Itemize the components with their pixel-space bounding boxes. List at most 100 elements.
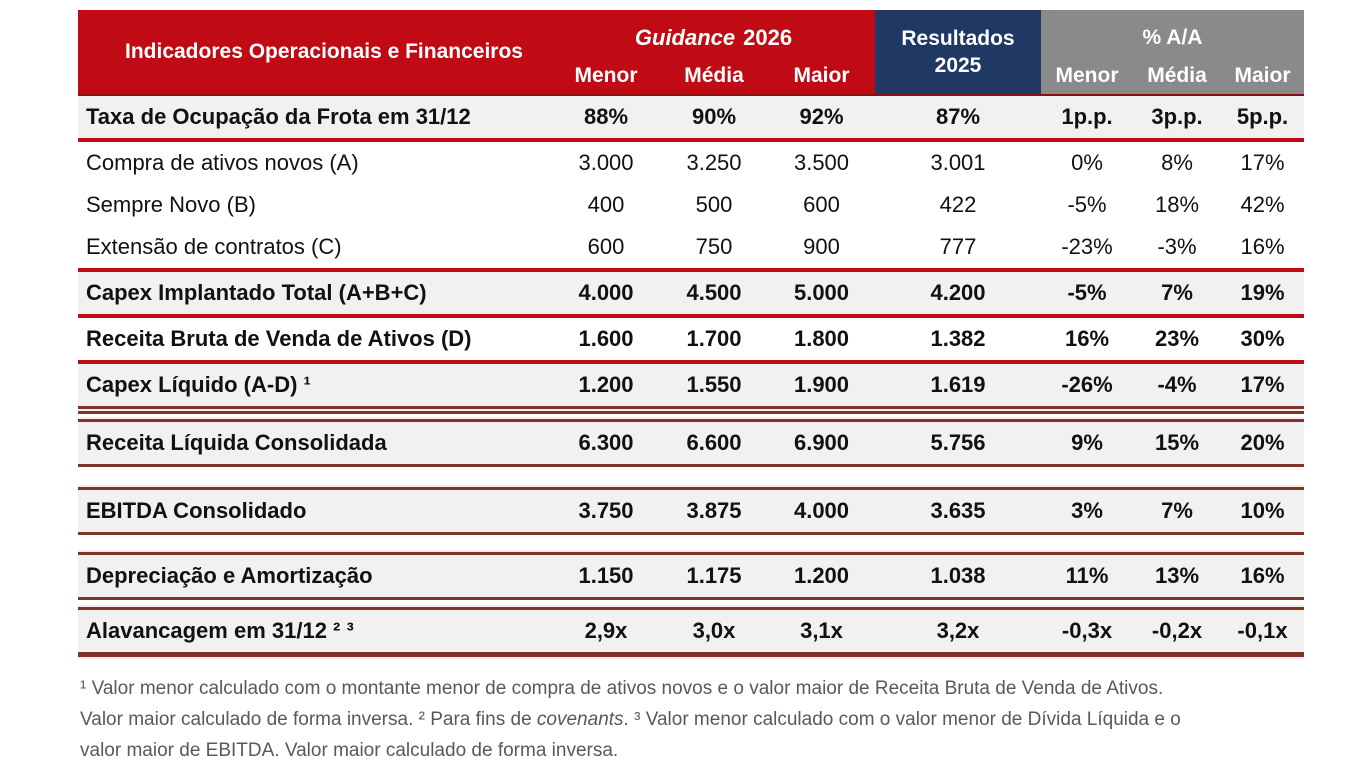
- header-guidance-2026: Guidance 2026: [552, 10, 875, 58]
- header-yoy-maior: Maior: [1221, 58, 1304, 94]
- cell-value: 1.700: [686, 326, 742, 351]
- cell-value: 30%: [1240, 326, 1285, 351]
- cell-value: 3.635: [930, 498, 986, 523]
- cell-value: 3.001: [930, 150, 986, 175]
- cell-value: -26%: [1061, 372, 1113, 397]
- table-row: Compra de ativos novos (A) 3.000 3.250 3.50…: [78, 142, 1304, 184]
- row-label: Depreciação e Amortização: [86, 563, 373, 588]
- table-row: Receita Líquida Consolidada 6.300 6.600 6.9…: [78, 419, 1304, 467]
- cell-value: 1.619: [930, 372, 986, 397]
- cell-value: 1.038: [930, 563, 986, 588]
- row-label: Receita Líquida Consolidada: [86, 430, 387, 455]
- row-label: Extensão de contratos (C): [86, 234, 342, 259]
- page: { "colors": { "red": "#c00a14", "navy": …: [78, 10, 1304, 761]
- cell-value: 400: [587, 192, 625, 217]
- table-row: Extensão de contratos (C) 600 750 900 777 -23…: [78, 226, 1304, 272]
- cell-value: 500: [695, 192, 733, 217]
- cell-value: 92%: [799, 104, 844, 129]
- row-label: EBITDA Consolidado: [86, 498, 307, 523]
- cell-value: 17%: [1240, 372, 1285, 397]
- cell-value: 6.600: [686, 430, 742, 455]
- cell-value: -0,2x: [1151, 618, 1203, 643]
- row-spacer: [78, 600, 1304, 607]
- header-resultados-line2: 2025: [934, 54, 982, 77]
- row-spacer: [78, 414, 1304, 419]
- cell-value: 20%: [1240, 430, 1285, 455]
- header-resultados-2025: Resultados 2025: [875, 10, 1041, 94]
- header-indicators: Indicadores Operacionais e Financeiros: [78, 10, 552, 94]
- cell-value: 3.875: [686, 498, 742, 523]
- table-row: Taxa de Ocupação da Frota em 31/12 88% 90%…: [78, 94, 1304, 142]
- cell-value: -23%: [1061, 234, 1113, 259]
- cell-value: 1.382: [930, 326, 986, 351]
- cell-value: 11%: [1065, 563, 1109, 588]
- cell-value: 4.500: [686, 280, 742, 305]
- header-yoy-media: Média: [1133, 58, 1221, 94]
- cell-value: 16%: [1064, 326, 1110, 351]
- cell-value: 5.756: [930, 430, 986, 455]
- header-yoy-menor: Menor: [1041, 58, 1133, 94]
- row-label: Alavancagem em 31/12 ² ³: [86, 618, 354, 643]
- cell-value: 3.250: [686, 150, 742, 175]
- cell-value: 15%: [1154, 430, 1200, 455]
- cell-value: 777: [939, 234, 977, 259]
- cell-value: 16%: [1240, 234, 1285, 259]
- row-label: Capex Líquido (A-D) ¹: [86, 372, 311, 397]
- cell-value: 600: [587, 234, 625, 259]
- header-yoy: % A/A: [1041, 10, 1304, 58]
- header-guidance-maior: Maior: [768, 58, 875, 94]
- table-row: EBITDA Consolidado 3.750 3.875 4.000 3.635 3%…: [78, 487, 1304, 535]
- cell-value: 0%: [1071, 150, 1103, 175]
- cell-value: 6.300: [578, 430, 634, 455]
- cell-value: 900: [803, 234, 840, 259]
- guidance-table: Indicadores Operacionais e Financeiros G…: [78, 10, 1304, 657]
- cell-value: 3p.p.: [1151, 104, 1203, 129]
- cell-value: 87%: [935, 104, 981, 129]
- cell-value: 1.800: [793, 326, 850, 351]
- cell-value: 19%: [1240, 280, 1285, 305]
- cell-value: 4.000: [578, 280, 634, 305]
- cell-value: 3.750: [578, 498, 634, 523]
- cell-value: 1.150: [578, 563, 634, 588]
- table-row: Depreciação e Amortização 1.150 1.175 1.200…: [78, 552, 1304, 600]
- cell-value: 3.500: [793, 150, 850, 175]
- header-guidance-year: 2026: [743, 25, 793, 50]
- cell-value: 600: [803, 192, 840, 217]
- header-guidance-word: Guidance: [634, 25, 736, 50]
- row-spacer: [78, 535, 1304, 552]
- cell-value: 10%: [1240, 498, 1285, 523]
- header-guidance-menor: Menor: [552, 58, 660, 94]
- footnote-italic-term: covenants: [536, 709, 624, 730]
- cell-value: 1p.p.: [1061, 104, 1113, 129]
- table-header: Indicadores Operacionais e Financeiros G…: [78, 10, 1304, 94]
- row-label: Sempre Novo (B): [86, 192, 256, 217]
- cell-value: 3%: [1071, 498, 1103, 523]
- row-spacer: [78, 467, 1304, 487]
- cell-value: 6.900: [793, 430, 850, 455]
- table-row: Sempre Novo (B) 400 500 600 422 -5% 18% 42%: [78, 184, 1304, 226]
- cell-value: 3.000: [578, 150, 634, 175]
- cell-value: 16%: [1240, 563, 1285, 588]
- cell-value: 1.200: [793, 563, 850, 588]
- cell-value: 42%: [1240, 192, 1285, 217]
- cell-value: 13%: [1154, 563, 1200, 588]
- cell-value: 7%: [1161, 280, 1193, 305]
- cell-value: 3,1x: [800, 618, 843, 643]
- cell-value: 1.200: [578, 372, 634, 397]
- cell-value: 90%: [691, 104, 737, 129]
- cell-value: 7%: [1161, 498, 1193, 523]
- cell-value: -5%: [1067, 192, 1107, 217]
- cell-value: 1.900: [793, 372, 850, 397]
- cell-value: 23%: [1154, 326, 1200, 351]
- cell-value: 5.000: [793, 280, 850, 305]
- cell-value: 1.550: [686, 372, 742, 397]
- cell-value: 3,0x: [692, 618, 736, 643]
- cell-value: 422: [939, 192, 977, 217]
- cell-value: 3,2x: [936, 618, 980, 643]
- cell-value: 2,9x: [584, 618, 628, 643]
- cell-value: -3%: [1157, 234, 1197, 259]
- cell-value: -4%: [1157, 372, 1197, 397]
- cell-value: 4.000: [793, 498, 850, 523]
- cell-value: -0,3x: [1061, 618, 1113, 643]
- cell-value: 17%: [1240, 150, 1285, 175]
